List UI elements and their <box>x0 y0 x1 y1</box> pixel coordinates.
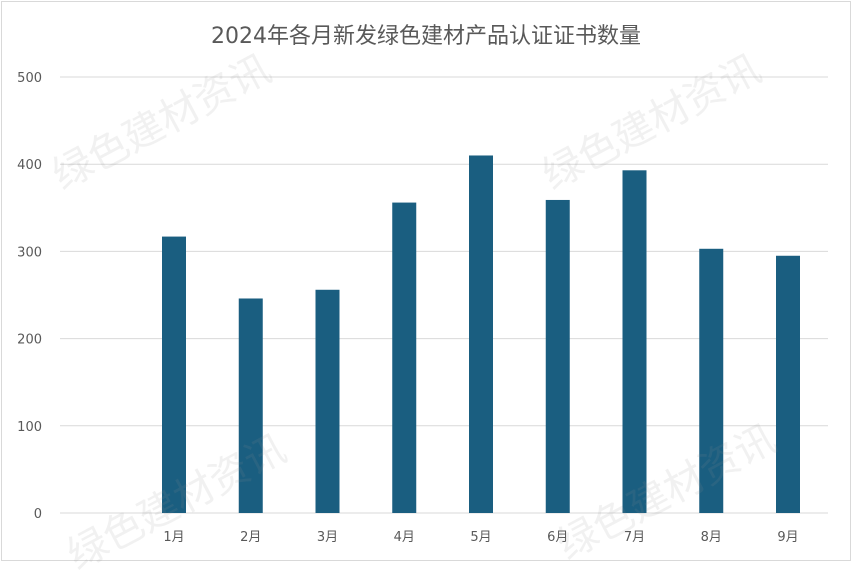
bar-1 <box>162 236 186 514</box>
y-tick-label: 200 <box>17 333 42 348</box>
y-tick-label: 100 <box>17 420 42 435</box>
bar-5 <box>469 155 493 514</box>
bar-7 <box>622 170 647 513</box>
x-tick-label: 5月 <box>470 530 491 545</box>
x-tick-label: 9月 <box>777 530 798 545</box>
bar-8 <box>699 248 724 513</box>
bar-chart: 0 100 200 300 400 500 1月 2月 3月 4月 5月 6月 7月 8月 9月 <box>17 71 828 545</box>
bar-3 <box>315 289 340 513</box>
x-tick-label: 6月 <box>547 530 568 545</box>
bar-2 <box>238 298 263 513</box>
x-axis: 1月 2月 3月 4月 5月 6月 7月 8月 9月 <box>163 530 798 545</box>
y-tick-label: 0 <box>34 507 42 522</box>
chart-title: 2024年各月新发绿色建材产品认证证书数量 <box>211 24 641 49</box>
x-tick-label: 3月 <box>317 530 338 545</box>
bar-9 <box>776 255 800 513</box>
bar-6 <box>545 199 570 513</box>
x-tick-label: 4月 <box>394 530 415 545</box>
x-tick-label: 7月 <box>624 530 645 545</box>
bars <box>162 155 800 514</box>
y-axis: 0 100 200 300 400 500 <box>17 71 42 522</box>
x-tick-label: 8月 <box>701 530 722 545</box>
x-tick-label: 2月 <box>240 530 261 545</box>
y-tick-label: 400 <box>17 158 42 173</box>
y-tick-label: 500 <box>17 71 42 86</box>
y-tick-label: 300 <box>17 245 42 260</box>
x-tick-label: 1月 <box>163 530 184 545</box>
bar-4 <box>392 202 417 513</box>
